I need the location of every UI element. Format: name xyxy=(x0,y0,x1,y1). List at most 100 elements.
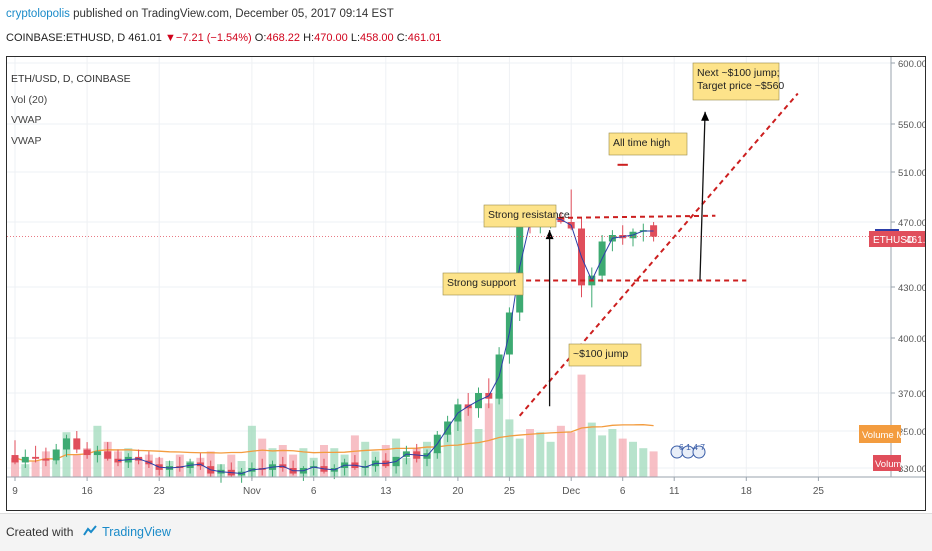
jump-note-box xyxy=(568,343,642,367)
volume-bar xyxy=(495,393,504,477)
legend: ETH/USD, D, COINBASE Vol (20) VWAP VWAP xyxy=(11,73,131,147)
support-note: Strong support xyxy=(442,272,524,296)
price-axis: 600.00 550.00 510.00 470.00 430.00 400.00 370.… xyxy=(7,57,925,477)
time-tick-label: Dec xyxy=(562,486,580,497)
candle-body xyxy=(83,449,91,456)
time-tick-label: Nov xyxy=(243,486,261,497)
chart-frame[interactable]: Strong resistance Strong support All time … xyxy=(6,56,926,511)
jump-note: ~$100 jump xyxy=(568,343,642,367)
legend-item-vwap-2[interactable]: VWAP xyxy=(11,135,42,147)
time-tick-label: 13 xyxy=(380,486,392,497)
price-change: −7.21 (−1.54%) xyxy=(175,32,252,44)
volume-bar xyxy=(649,451,658,477)
price-tick-label: 350.00 xyxy=(898,427,925,438)
price-tag-value: 461.01 xyxy=(906,235,925,246)
tradingview-logo-icon[interactable] xyxy=(82,525,99,540)
down-arrow-icon: ▼ xyxy=(164,32,176,44)
candle-body xyxy=(73,438,81,450)
created-with: Created with TradingView xyxy=(6,525,171,540)
volume-bar xyxy=(361,441,370,477)
volume-bar xyxy=(608,429,617,477)
close-label: C: xyxy=(396,32,408,44)
candle-body xyxy=(21,456,29,463)
high-label: H: xyxy=(303,32,315,44)
volume-bar xyxy=(629,441,637,477)
events-label: 6 1 4 7 xyxy=(679,442,705,452)
volume-bar xyxy=(618,438,627,477)
annotations: Strong resistance Strong support All time … xyxy=(442,62,784,367)
volume-ma-path xyxy=(14,424,654,462)
volume-ma-badge[interactable]: Volume MA xyxy=(859,425,911,443)
time-tick-label: 25 xyxy=(813,486,825,497)
uptrend-line xyxy=(518,92,799,417)
volume-bars xyxy=(11,374,658,477)
time-tick-label: 20 xyxy=(452,486,464,497)
volume-bar xyxy=(556,425,565,477)
volume-bar xyxy=(536,432,545,477)
volume-ma-badge-box xyxy=(859,425,901,443)
volume-bar xyxy=(526,429,534,477)
events-markers[interactable]: 6 1 4 7 xyxy=(670,442,706,459)
price-tag: ETHUSD 461.01 xyxy=(869,229,925,247)
last-price: 461.01 xyxy=(128,32,162,44)
target-arrow-line xyxy=(699,111,706,281)
price-tick-label: 600.00 xyxy=(898,59,925,70)
time-tick-label: 6 xyxy=(311,486,317,497)
candle-body xyxy=(63,438,70,450)
jump-arrow-head xyxy=(545,230,554,240)
volume-badge-label: Volume xyxy=(875,459,907,470)
volume-bar xyxy=(21,464,30,477)
candle-body xyxy=(42,458,50,461)
time-tick-label: 16 xyxy=(82,486,94,497)
volume-ma-badge-label: Volume MA xyxy=(862,430,911,441)
candle-body xyxy=(104,451,112,459)
grid xyxy=(7,57,891,477)
resistance-note-text: Strong resistance xyxy=(488,209,570,221)
volume-bar xyxy=(598,435,607,477)
publisher-link[interactable]: cryptolopolis xyxy=(6,8,70,20)
volume-bar xyxy=(464,406,473,477)
symbol-label[interactable]: COINBASE:ETHUSD, D xyxy=(6,32,126,44)
volume-badge[interactable]: Volume xyxy=(873,455,907,471)
legend-item-volume[interactable]: Vol (20) xyxy=(11,94,47,106)
legend-title: ETH/USD, D, COINBASE xyxy=(11,73,131,85)
volume-ma-line xyxy=(14,424,654,462)
open-value: 468.22 xyxy=(266,32,301,44)
time-tick-label: 9 xyxy=(12,486,18,497)
volume-bar xyxy=(402,457,411,477)
legend-item-vwap[interactable]: VWAP xyxy=(11,114,42,126)
event-marker-icon[interactable] xyxy=(692,445,706,459)
chart-header: cryptolopolis published on TradingView.c… xyxy=(0,0,932,56)
jump-note-text: ~$100 jump xyxy=(573,348,628,360)
target-note-text: Target price ~$560 xyxy=(697,80,784,92)
volume-bar xyxy=(433,451,442,477)
time-tick-label: 6 xyxy=(620,486,626,497)
volume-bar xyxy=(639,448,648,477)
support-note-box xyxy=(442,272,524,296)
volume-bar xyxy=(52,461,61,477)
candle-body xyxy=(32,456,40,459)
volume-bar xyxy=(72,454,81,477)
chart-canvas[interactable]: Strong resistance Strong support All time … xyxy=(7,57,925,510)
volume-bar xyxy=(515,438,524,477)
vwap-line xyxy=(117,217,654,475)
volume-bar xyxy=(474,429,483,477)
target-note: Next ~$100 jump;Target price ~$560 xyxy=(692,62,784,101)
target-arrow-head xyxy=(701,111,710,121)
tradingview-brand[interactable]: TradingView xyxy=(102,525,171,539)
price-tick-label: 330.00 xyxy=(898,464,925,475)
resistance-note-box xyxy=(483,204,557,228)
volume-bar xyxy=(31,461,40,477)
footer: Created with TradingView xyxy=(0,513,932,551)
price-tick-label: 550.00 xyxy=(898,120,925,131)
high-value: 470.00 xyxy=(314,32,348,44)
support-note-text: Strong support xyxy=(447,277,516,289)
volume-bar xyxy=(258,438,267,477)
quote-line: COINBASE:ETHUSD, D 461.01 ▼−7.21 (−1.54%… xyxy=(6,32,441,44)
time-tick-label: 23 xyxy=(154,486,166,497)
published-text: published on TradingView.com, December 0… xyxy=(69,8,394,20)
volume-bar xyxy=(587,422,596,477)
time-axis: 9 16 23 Nov 6 13 20 25 Dec 6 11 18 25 xyxy=(7,476,925,497)
low-label: L: xyxy=(350,32,361,44)
close-value: 461.01 xyxy=(407,32,442,44)
